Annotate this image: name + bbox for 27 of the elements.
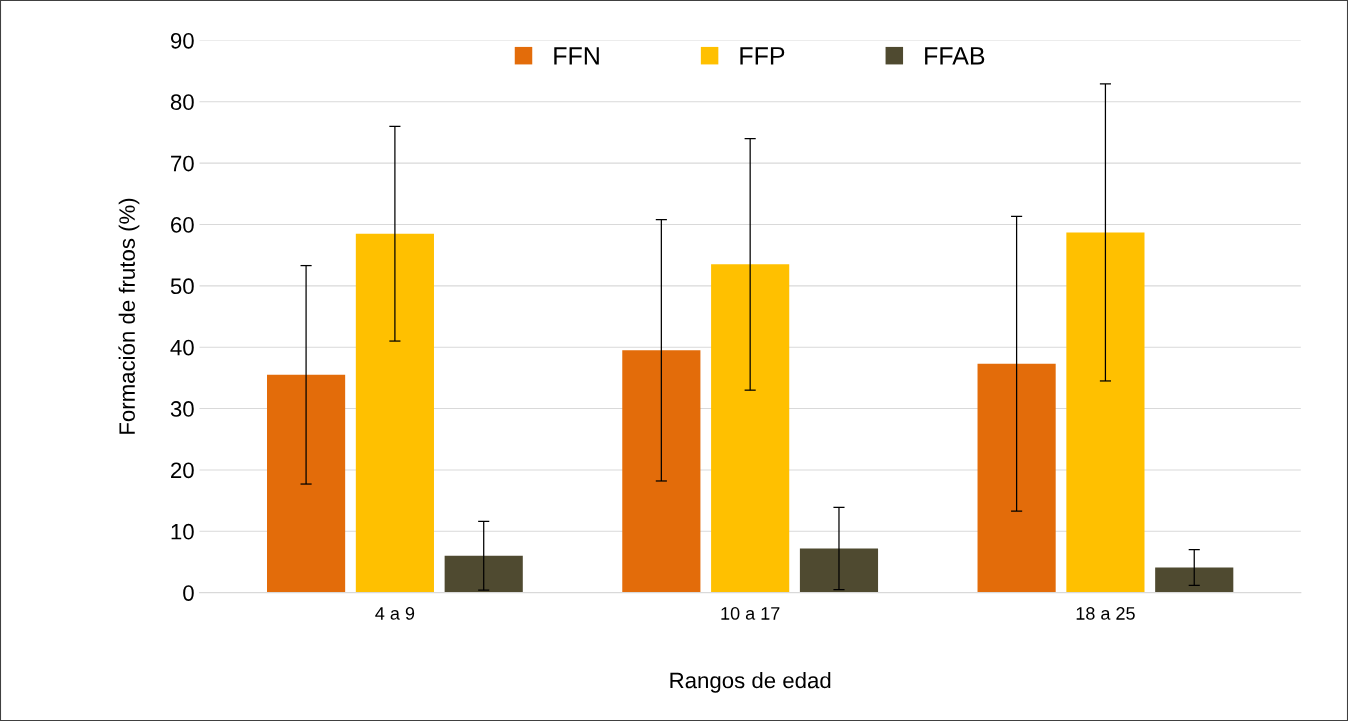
y-axis-title: Formación de frutos (%) — [118, 198, 140, 434]
y-tick-label: 80 — [170, 94, 194, 111]
y-tick-label: 40 — [170, 339, 194, 356]
y-tick-label: 90 — [170, 32, 194, 49]
y-tick-label: 70 — [171, 155, 194, 172]
x-tick-label: 18 a 25 — [1076, 607, 1135, 620]
bar — [977, 363, 1056, 593]
y-tick-label: 30 — [170, 401, 194, 417]
y-tick-label: 10 — [171, 523, 194, 540]
bar — [444, 555, 523, 593]
legend-label: FFAB — [925, 47, 985, 65]
bar — [267, 374, 346, 593]
y-tick-label: 50 — [170, 278, 194, 295]
legend-label: FFN — [554, 47, 599, 65]
bar — [355, 233, 434, 593]
x-axis-title: Rangos de edad — [670, 671, 831, 693]
x-tick-label: 4 a 9 — [375, 607, 415, 620]
bar — [799, 548, 879, 593]
bar — [1155, 567, 1234, 593]
x-tick-label: 10 a 17 — [721, 607, 780, 620]
bar — [711, 264, 790, 593]
bar — [1066, 232, 1145, 593]
y-tick-label: 20 — [171, 462, 194, 479]
legend-label: FFP — [740, 47, 785, 65]
y-tick-label: 0 — [183, 585, 194, 601]
y-tick-label: 60 — [171, 217, 194, 233]
bar — [622, 350, 701, 593]
